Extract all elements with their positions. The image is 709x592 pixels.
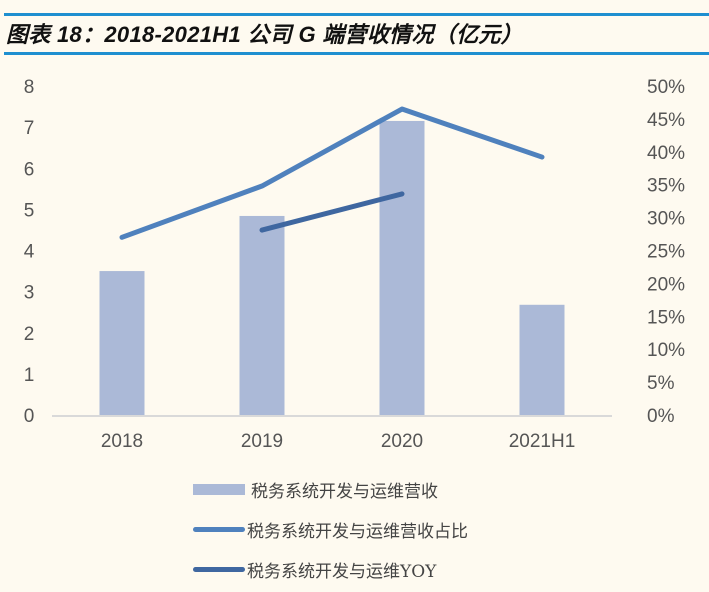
share-line [119, 106, 545, 240]
right-axis-tick: 10% [647, 340, 685, 361]
left-axis-tick: 8 [24, 77, 35, 98]
right-axis-tick: 35% [647, 176, 685, 197]
left-axis-tick: 4 [24, 242, 35, 263]
left-axis-tick: 6 [24, 159, 35, 180]
right-axis-tick: 50% [647, 77, 685, 98]
bar-2018 [99, 271, 145, 415]
right-axis-tick: 40% [647, 143, 685, 164]
right-axis-tick: 45% [647, 110, 685, 131]
legend-line-swatch [193, 567, 245, 572]
right-axis-tick: 15% [647, 307, 685, 328]
title-top-rule [4, 13, 709, 16]
left-axis-tick: 5 [24, 200, 35, 221]
legend-bar-swatch [193, 484, 245, 495]
bar-2020 [379, 120, 425, 416]
right-axis-tick: 20% [647, 274, 685, 295]
left-axis-tick: 3 [24, 283, 35, 304]
bar-2019 [239, 215, 285, 415]
yoy-line [259, 191, 405, 233]
left-axis-tick: 0 [24, 406, 35, 427]
right-axis-tick: 30% [647, 209, 685, 230]
bar-2021H1 [519, 304, 565, 415]
legend-label: 税务系统开发与运维营收 [251, 482, 438, 502]
chart-title: 图表 18：2018-2021H1 公司 G 端营收情况（亿元） [6, 22, 523, 47]
legend-item-revenue: 税务系统开发与运维营收 [193, 477, 438, 502]
title-bottom-rule [4, 52, 709, 55]
legend-item-yoy: 税务系统开发与运维YOY [193, 557, 436, 582]
right-axis-tick: 25% [647, 242, 685, 263]
left-axis-tick: 2 [24, 324, 35, 345]
x-axis-tick: 2021H1 [509, 431, 576, 452]
x-axis-tick: 2018 [101, 431, 143, 452]
x-axis-tick: 2019 [241, 431, 283, 452]
legend-label: 税务系统开发与运维YOY [247, 562, 437, 582]
right-axis-tick: 0% [647, 406, 675, 427]
x-axis-tick: 2020 [381, 431, 423, 452]
legend-label: 税务系统开发与运维营收占比 [247, 522, 468, 542]
legend-line-swatch [193, 527, 245, 532]
left-axis-tick: 1 [24, 365, 35, 386]
left-axis-tick: 7 [24, 118, 35, 139]
legend-item-share: 税务系统开发与运维营收占比 [193, 517, 468, 542]
right-axis-tick: 5% [647, 373, 675, 394]
